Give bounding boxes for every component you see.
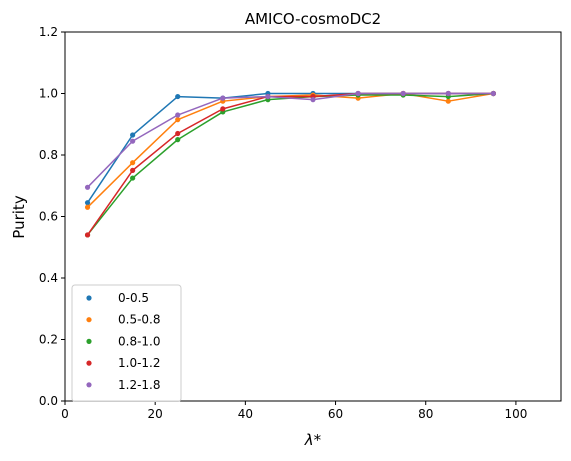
- legend-box: [71, 284, 182, 402]
- data-point-3-0: [84, 232, 91, 238]
- chart-title: AMICO-cosmoDC2: [245, 10, 381, 28]
- x-tick-label-0: 0: [61, 407, 69, 421]
- data-point-4-5: [310, 97, 316, 103]
- data-point-4-7: [400, 90, 406, 97]
- x-tick-label-3: 60: [328, 407, 343, 421]
- legend-marker-2: [86, 338, 92, 344]
- data-point-0-1: [130, 132, 136, 138]
- y-tick-label-2: 0.4: [39, 271, 58, 285]
- data-point-4-4: [265, 93, 271, 100]
- data-point-4-3: [220, 95, 226, 101]
- legend-label-2: 0.8-1.0: [118, 334, 161, 348]
- y-tick-label-0: 0.0: [39, 394, 58, 408]
- data-point-4-6: [355, 90, 361, 97]
- y-tick-label-1: 0.2: [39, 333, 58, 347]
- data-point-0-0: [84, 200, 91, 206]
- data-point-0-2: [175, 93, 181, 100]
- x-tick-label-1: 20: [148, 407, 163, 421]
- data-point-3-2: [175, 130, 181, 137]
- legend-label-4: 1.2-1.8: [118, 378, 161, 392]
- data-point-4-8: [445, 90, 451, 97]
- data-point-4-1: [130, 138, 136, 144]
- x-axis-label: λ*: [304, 431, 322, 449]
- legend-label-0: 0-0.5: [118, 291, 149, 305]
- legend-label-1: 0.5-0.8: [118, 313, 161, 327]
- data-point-4-9: [490, 90, 496, 97]
- legend: 0-0.5 0.5-0.8 0.8-1.0 1.0-1.2 1.2-1.8: [71, 284, 182, 402]
- data-point-3-1: [130, 167, 136, 173]
- data-point-1-2: [175, 117, 181, 123]
- data-point-3-3: [220, 106, 226, 112]
- x-tick-label-5: 100: [504, 407, 527, 421]
- data-point-4-0: [84, 184, 91, 190]
- plot-area: 0 20 40 60 80 100 0.0 0.2 0.4 0.6 0.8 1.0 1.2: [39, 25, 562, 421]
- data-point-2-1: [130, 175, 136, 181]
- legend-marker-1: [86, 317, 92, 323]
- legend-label-3: 1.0-1.2: [118, 356, 161, 370]
- y-tick-label-5: 1.0: [39, 87, 58, 101]
- y-tick-label-4: 0.8: [39, 148, 58, 162]
- y-axis-label: Purity: [10, 195, 28, 239]
- x-tick-label-4: 80: [418, 407, 433, 421]
- data-point-1-1: [130, 160, 136, 166]
- data-point-2-2: [175, 137, 181, 143]
- series-line-1: [87, 92, 494, 208]
- data-point-4-2: [175, 112, 181, 118]
- y-tick-label-3: 0.6: [39, 210, 58, 224]
- y-tick-label-6: 1.2: [39, 25, 58, 39]
- x-tick-label-2: 40: [238, 407, 253, 421]
- legend-marker-3: [86, 360, 92, 366]
- legend-marker-4: [86, 382, 92, 388]
- data-point-1-8: [445, 98, 451, 104]
- legend-marker-0: [86, 295, 92, 301]
- series-line-4: [87, 92, 494, 188]
- data-point-1-0: [84, 204, 91, 210]
